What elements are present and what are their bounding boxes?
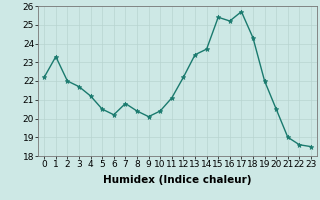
X-axis label: Humidex (Indice chaleur): Humidex (Indice chaleur) [103,175,252,185]
